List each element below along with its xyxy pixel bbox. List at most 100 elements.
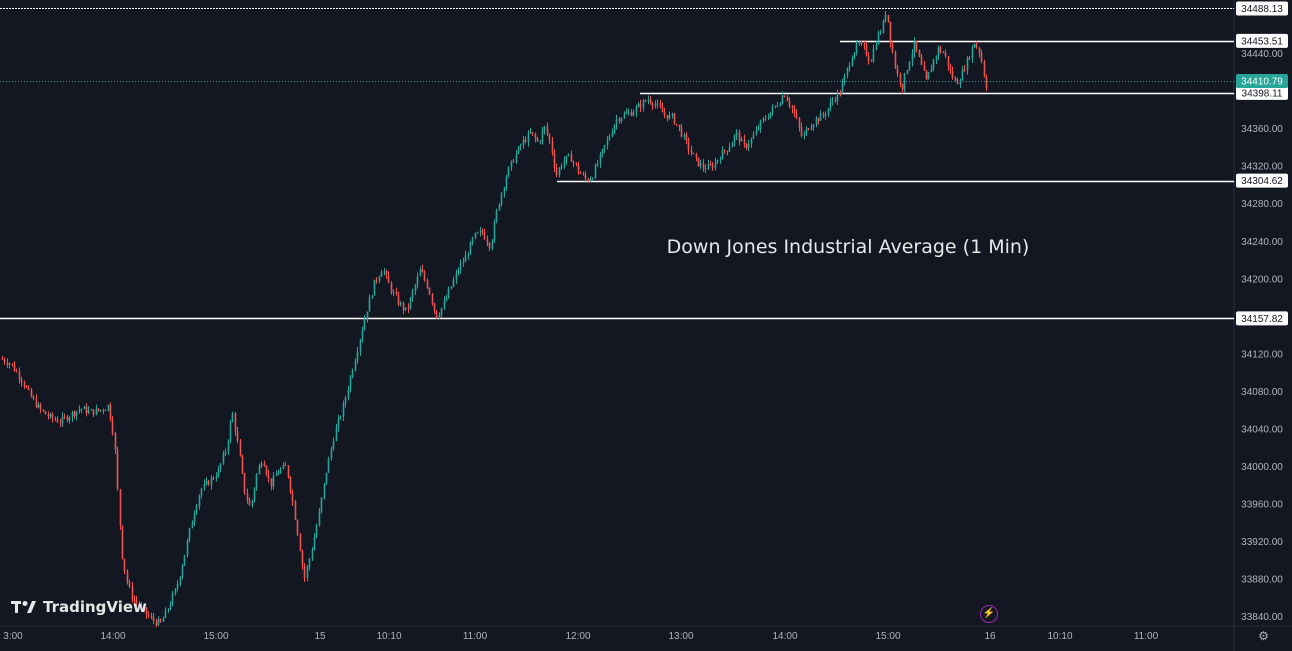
candle-body-229: [551, 140, 554, 154]
candle-body-74: [179, 576, 182, 585]
candle-body-339: [815, 118, 818, 125]
candle-body-154: [371, 295, 374, 298]
candle-body-353: [848, 65, 851, 69]
level-price-tag-1: 34453.51: [1241, 36, 1283, 47]
candle-body-306: [735, 131, 738, 136]
candle-body-118: [284, 464, 287, 466]
candle-body-58: [140, 606, 143, 608]
candle-body-76: [183, 555, 186, 566]
candle-body-126: [303, 565, 306, 578]
lightning-icon[interactable]: ⚡: [980, 605, 998, 623]
price-tick-label: 34200.00: [1241, 274, 1283, 285]
candle-body-36: [87, 410, 90, 414]
candle-body-207: [498, 203, 501, 211]
candle-body-61: [147, 614, 150, 617]
candle-body-391: [939, 47, 942, 53]
candle-body-148: [356, 351, 359, 361]
candle-body-290: [697, 157, 700, 167]
candle-body-358: [860, 42, 863, 44]
candle-body-44: [107, 404, 110, 410]
candle-body-394: [947, 56, 950, 67]
tradingview-logo[interactable]: TradingView: [11, 598, 147, 616]
candle-body-116: [279, 468, 282, 473]
candle-body-161: [387, 274, 390, 283]
candle-body-168: [404, 307, 407, 310]
level-price-tag-4: 34157.82: [1241, 314, 1283, 325]
candle-body-323: [776, 105, 779, 107]
candle-body-310: [745, 144, 748, 148]
candle-body-282: [678, 124, 681, 128]
candle-body-164: [395, 291, 398, 295]
candle-body-270: [649, 99, 652, 103]
candle-body-346: [831, 100, 834, 102]
candle-body-325: [781, 95, 784, 104]
candle-body-53: [128, 582, 131, 587]
candle-body-405: [973, 43, 976, 48]
candle-body-326: [783, 95, 786, 97]
candle-body-410: [985, 76, 988, 88]
candle-body-375: [901, 83, 904, 90]
candle-body-38: [92, 409, 95, 415]
candle-body-351: [843, 75, 846, 83]
candle-body-233: [560, 165, 563, 169]
candle-body-151: [363, 319, 366, 331]
candle-body-219: [527, 132, 530, 143]
candle-body-322: [774, 105, 777, 107]
candle-body-184: [443, 300, 446, 309]
candle-body-149: [359, 339, 362, 352]
candle-body-402: [966, 57, 969, 71]
candle-body-318: [764, 118, 767, 120]
candle-body-211: [507, 167, 510, 177]
candle-body-92: [222, 453, 225, 464]
candle-body-59: [143, 606, 146, 608]
current-price-tag: 34410.79: [1241, 77, 1283, 88]
candle-body-68: [164, 609, 167, 619]
time-axis[interactable]: 3:00 14:00 15:00 15 10:10 11:00 12:00 13:00 14:0…: [3, 631, 1158, 642]
price-tick-label: 34440.00: [1241, 49, 1283, 60]
gear-icon[interactable]: ⚙: [1258, 629, 1269, 643]
candle-body-156: [375, 279, 378, 281]
candle-body-170: [409, 297, 412, 309]
candle-body-237: [570, 154, 573, 162]
price-axis[interactable]: 33840.00 33880.00 33920.00 33960.00 34000.00…: [1236, 1, 1288, 623]
candle-body-364: [875, 44, 878, 49]
candle-body-197: [474, 232, 477, 239]
candle-body-17: [42, 409, 45, 412]
candle-body-387: [930, 68, 933, 73]
candle-body-252: [606, 139, 609, 146]
candle-body-285: [685, 134, 688, 141]
candle-body-10: [25, 386, 28, 388]
candle-body-395: [949, 66, 952, 71]
candle-body-123: [296, 519, 299, 535]
candle-body-63: [152, 617, 155, 621]
candle-body-195: [469, 242, 472, 255]
candle-body-95: [229, 422, 232, 442]
candle-body-399: [959, 80, 962, 85]
candle-body-408: [980, 53, 983, 62]
candle-body-193: [464, 255, 467, 262]
candle-body-406: [975, 43, 978, 48]
candle-body-96: [231, 413, 234, 423]
horizontal-levels[interactable]: [0, 8, 1234, 320]
candle-body-43: [104, 409, 107, 411]
candle-body-134: [323, 483, 326, 498]
candle-body-29: [71, 412, 74, 418]
candle-body-304: [731, 142, 734, 148]
candle-body-257: [618, 118, 621, 122]
candle-body-363: [872, 48, 875, 62]
candle-body-79: [191, 522, 194, 529]
candle-body-400: [961, 69, 964, 81]
candle-body-299: [719, 159, 722, 161]
candle-body-47: [114, 433, 117, 450]
candle-body-240: [577, 164, 580, 173]
candle-body-264: [635, 107, 638, 113]
candle-body-77: [186, 540, 189, 556]
candle-body-250: [601, 149, 604, 155]
candle-body-84: [203, 483, 206, 489]
candle-body-177: [426, 279, 429, 289]
time-tick-label: 14:00: [100, 631, 125, 642]
candle-body-221: [531, 132, 534, 135]
time-tick-label: 15:00: [203, 631, 228, 642]
